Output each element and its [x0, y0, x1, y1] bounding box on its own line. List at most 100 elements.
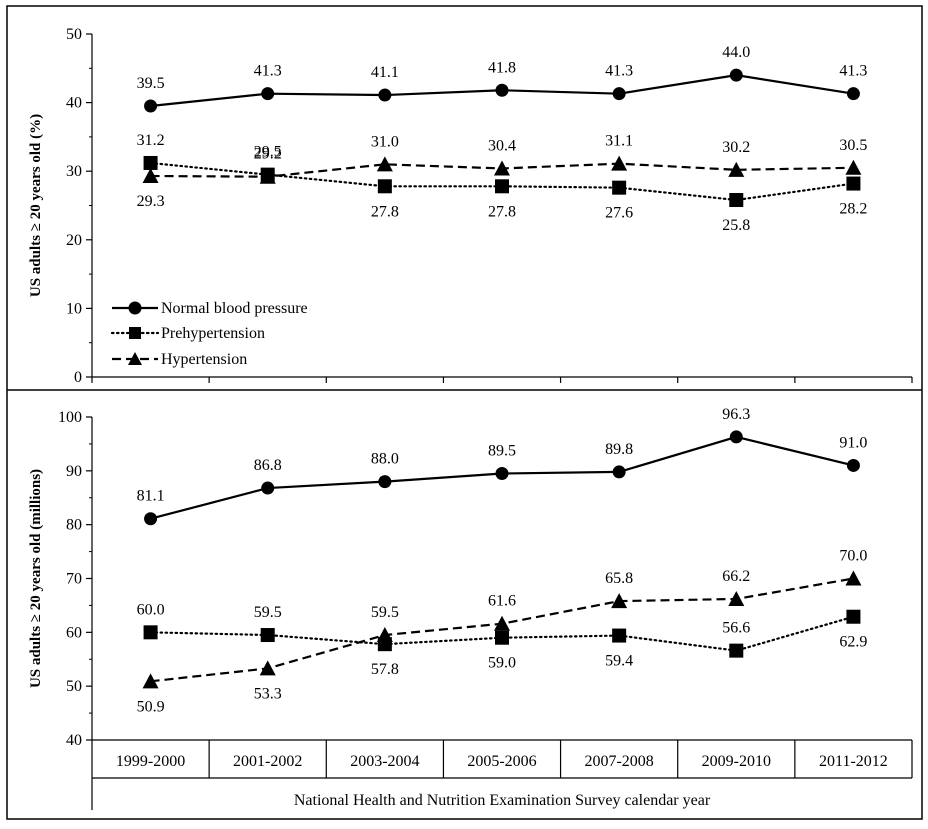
percent-y-axis-title: US adults ≥ 20 years old (%): [28, 114, 44, 297]
percent-hypertension-data-label: 29.2: [254, 146, 282, 163]
millions-hypertension-point: [494, 615, 510, 631]
percent-prehypertension-data-label: 27.6: [605, 205, 633, 222]
percent-prehypertension-data-label: 27.8: [488, 203, 516, 220]
percent-normal-point: [261, 87, 275, 101]
percent-normal-point: [495, 83, 509, 97]
millions-prehypertension-data-label: 57.8: [371, 661, 399, 678]
percent-normal-data-label: 41.1: [371, 64, 399, 81]
millions-normal-data-label: 86.8: [254, 457, 282, 474]
millions-prehypertension-point: [495, 630, 509, 645]
millions-hypertension-data-label: 50.9: [137, 698, 165, 715]
legend: Normal blood pressure Prehypertension Hy…: [110, 300, 308, 368]
legend-item-normal: Normal blood pressure: [112, 300, 308, 317]
legend-marker-prehypertension: [129, 327, 141, 339]
millions-prehypertension-point: [846, 609, 861, 624]
percent-normal-point: [378, 88, 392, 102]
percent-prehypertension-data-label: 31.2: [137, 132, 165, 149]
legend-label-normal: Normal blood pressure: [161, 300, 308, 317]
legend-label-prehypertension: Prehypertension: [161, 325, 265, 342]
millions-prehypertension-point: [612, 628, 627, 643]
millions-y-tick-label: 80: [66, 517, 82, 534]
millions-hypertension-data-label: 70.0: [839, 548, 867, 565]
percent-prehypertension-point: [143, 155, 158, 170]
percent-hypertension-data-label: 31.0: [371, 133, 399, 150]
percent-hypertension-point: [259, 168, 276, 184]
millions-prehypertension-data-label: 62.9: [839, 634, 867, 651]
percent-normal-data-label: 41.3: [605, 63, 633, 80]
millions-y-axis-title: US adults ≥ 20 years old (millions): [28, 469, 44, 688]
millions-panel: 40 50 60 70 80 90 100 US adults ≥ 20 years old …: [28, 406, 867, 749]
millions-y-tick-label: 40: [66, 732, 82, 749]
millions-normal-data-label: 89.8: [605, 441, 633, 458]
percent-normal-data-label: 39.5: [137, 75, 165, 92]
millions-hypertension-data-label: 59.5: [371, 604, 399, 621]
legend-item-prehypertension: Prehypertension: [110, 325, 265, 342]
percent-normal-point: [846, 87, 860, 101]
millions-y-tick-label: 70: [66, 571, 82, 588]
millions-normal-data-label: 91.0: [839, 434, 867, 451]
percent-y-tick-label: 10: [66, 300, 82, 317]
millions-prehypertension-data-label: 59.5: [254, 604, 282, 621]
percent-prehypertension-point: [846, 176, 861, 191]
percent-normal-data-label: 41.3: [254, 63, 282, 80]
category-label: 1999-2000: [116, 753, 185, 770]
percent-normal-point: [144, 99, 158, 113]
percent-hypertension-point: [494, 160, 510, 176]
millions-prehypertension-data-label: 59.4: [605, 653, 633, 670]
category-axis: 1999-2000 2001-2002 2003-2004 2005-2006 2007…: [91, 739, 913, 810]
legend-item-hypertension: Hypertension: [112, 351, 247, 368]
percent-hypertension-point: [845, 159, 862, 175]
percent-prehypertension-data-label: 28.2: [839, 201, 867, 218]
millions-hypertension-point: [845, 570, 862, 586]
millions-prehypertension-point: [260, 628, 275, 643]
percent-y-tick-label: 40: [66, 95, 82, 112]
millions-normal-point: [378, 475, 392, 489]
percent-hypertension-point: [728, 161, 745, 177]
percent-hypertension-data-label: 30.5: [839, 137, 867, 154]
millions-y-tick-label: 50: [66, 678, 82, 695]
millions-y-tick-label: 60: [66, 624, 82, 641]
millions-hypertension-data-label: 61.6: [488, 593, 516, 610]
millions-prehypertension-data-label: 56.6: [722, 620, 750, 637]
percent-y-tick-label: 20: [66, 232, 82, 249]
millions-prehypertension-point: [729, 643, 744, 658]
percent-normal-point: [612, 87, 626, 101]
millions-hypertension-data-label: 53.3: [254, 685, 282, 702]
millions-hypertension-point: [142, 673, 159, 689]
percent-prehypertension-point: [612, 180, 627, 195]
percent-panel: 0 10 20 30 40 50 US adults ≥ 20 years old (%) 3…: [28, 26, 913, 386]
millions-normal-point: [612, 465, 626, 479]
percent-y-tick-label: 0: [74, 369, 82, 386]
millions-normal-data-label: 88.0: [371, 451, 399, 468]
millions-y-tick-label: 90: [66, 463, 82, 480]
percent-hypertension-data-label: 30.4: [488, 137, 516, 154]
percent-prehypertension-data-label: 27.8: [371, 203, 399, 220]
percent-prehypertension-point: [495, 179, 509, 194]
legend-marker-hypertension: [128, 352, 142, 365]
millions-y-tick-label: 100: [58, 409, 82, 426]
millions-normal-data-label: 89.5: [488, 443, 516, 460]
millions-prehypertension-point: [143, 625, 158, 640]
percent-y-tick-label: 50: [66, 26, 82, 43]
percent-normal-data-label: 41.8: [488, 59, 516, 76]
category-label: 2005-2006: [467, 753, 536, 770]
percent-hypertension-point: [376, 156, 393, 172]
percent-hypertension-data-label: 30.2: [722, 139, 750, 156]
millions-normal-data-label: 81.1: [137, 488, 165, 505]
millions-normal-point: [495, 467, 509, 481]
millions-hypertension-point: [611, 593, 628, 609]
category-label: 2001-2002: [233, 753, 302, 770]
category-label: 2007-2008: [584, 753, 653, 770]
category-label: 2011-2012: [819, 753, 888, 770]
millions-hypertension-point: [728, 590, 745, 606]
legend-label-hypertension: Hypertension: [161, 351, 247, 368]
millions-hypertension-point: [376, 627, 393, 643]
percent-hypertension-data-label: 31.1: [605, 133, 633, 150]
percent-hypertension-data-label: 29.3: [137, 193, 165, 210]
percent-normal-point: [729, 68, 743, 82]
millions-hypertension-data-label: 65.8: [605, 570, 633, 587]
millions-normal-point: [729, 430, 743, 444]
percent-prehypertension-point: [377, 179, 392, 194]
legend-marker-normal: [128, 301, 142, 315]
percent-prehypertension-data-label: 29.5: [254, 144, 282, 161]
